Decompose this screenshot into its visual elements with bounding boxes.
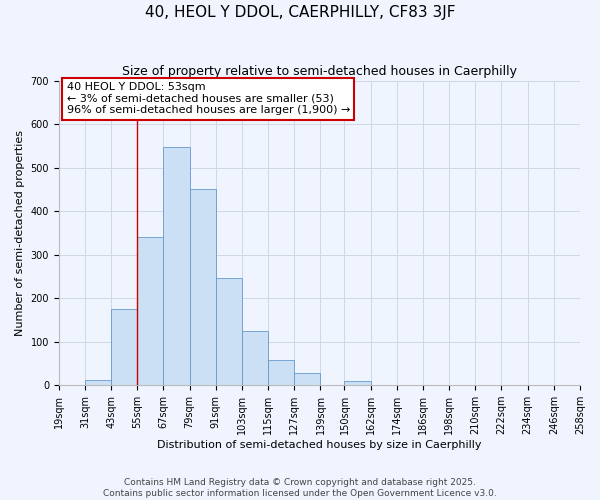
- Bar: [216, 278, 242, 385]
- X-axis label: Distribution of semi-detached houses by size in Caerphilly: Distribution of semi-detached houses by …: [157, 440, 482, 450]
- Bar: [295, 373, 320, 385]
- Bar: [111, 309, 137, 385]
- Y-axis label: Number of semi-detached properties: Number of semi-detached properties: [15, 130, 25, 336]
- Bar: [85, 380, 111, 385]
- Bar: [268, 360, 295, 385]
- Bar: [344, 381, 371, 385]
- Text: 40, HEOL Y DDOL, CAERPHILLY, CF83 3JF: 40, HEOL Y DDOL, CAERPHILLY, CF83 3JF: [145, 5, 455, 20]
- Bar: [137, 237, 163, 385]
- Text: Contains HM Land Registry data © Crown copyright and database right 2025.
Contai: Contains HM Land Registry data © Crown c…: [103, 478, 497, 498]
- Text: 40 HEOL Y DDOL: 53sqm
← 3% of semi-detached houses are smaller (53)
96% of semi-: 40 HEOL Y DDOL: 53sqm ← 3% of semi-detac…: [67, 82, 350, 116]
- Title: Size of property relative to semi-detached houses in Caerphilly: Size of property relative to semi-detach…: [122, 65, 517, 78]
- Bar: [190, 190, 216, 385]
- Bar: [163, 146, 190, 385]
- Bar: [242, 331, 268, 385]
